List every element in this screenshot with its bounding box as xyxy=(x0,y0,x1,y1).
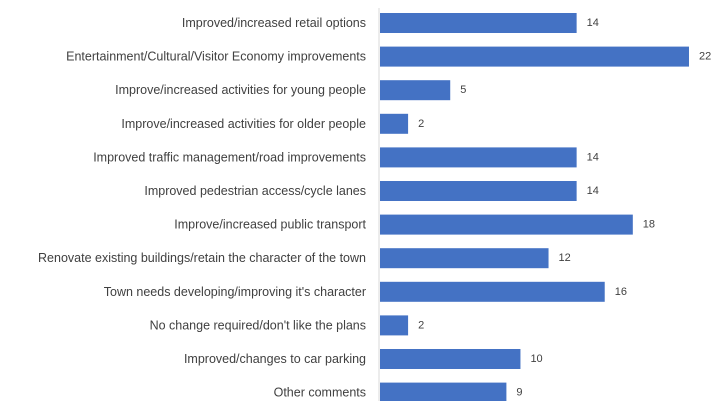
value-label: 2 xyxy=(418,319,424,331)
category-label: Renovate existing buildings/retain the c… xyxy=(38,251,366,265)
bar xyxy=(380,80,451,101)
bar xyxy=(380,147,577,168)
category-label: Improved/changes to car parking xyxy=(184,352,366,366)
value-label: 10 xyxy=(530,353,542,365)
category-label: No change required/don't like the plans xyxy=(150,318,366,332)
value-label: 18 xyxy=(643,219,655,231)
bar xyxy=(380,248,549,269)
value-label: 14 xyxy=(587,151,599,163)
category-label: Improve/increased public transport xyxy=(174,218,366,232)
bar xyxy=(380,315,409,336)
value-label: 12 xyxy=(559,252,571,264)
bar xyxy=(380,113,409,134)
category-label: Improved/increased retail options xyxy=(182,16,366,30)
value-label: 22 xyxy=(699,51,711,63)
bar xyxy=(380,13,577,33)
bar xyxy=(380,46,689,67)
bar xyxy=(380,181,577,201)
category-label: Improved pedestrian access/cycle lanes xyxy=(144,184,366,198)
category-label: Town needs developing/improving it's cha… xyxy=(104,285,366,299)
bar xyxy=(380,281,605,302)
category-label: Improve/increased activities for older p… xyxy=(121,117,366,131)
chart-rows: Improved/increased retail options 14 Enter… xyxy=(38,13,711,401)
value-label: 9 xyxy=(516,387,522,399)
category-label: Improve/increased activities for young p… xyxy=(115,83,366,97)
bar xyxy=(380,349,521,369)
category-label: Other comments xyxy=(274,386,366,400)
bar xyxy=(380,214,633,235)
category-label: Improved traffic management/road improve… xyxy=(93,150,366,164)
bar xyxy=(380,382,507,401)
value-label: 14 xyxy=(587,17,599,29)
value-label: 2 xyxy=(418,118,424,130)
value-label: 14 xyxy=(587,185,599,197)
value-label: 16 xyxy=(615,286,627,298)
category-label: Entertainment/Cultural/Visitor Economy i… xyxy=(66,50,366,64)
value-label: 5 xyxy=(460,84,466,96)
